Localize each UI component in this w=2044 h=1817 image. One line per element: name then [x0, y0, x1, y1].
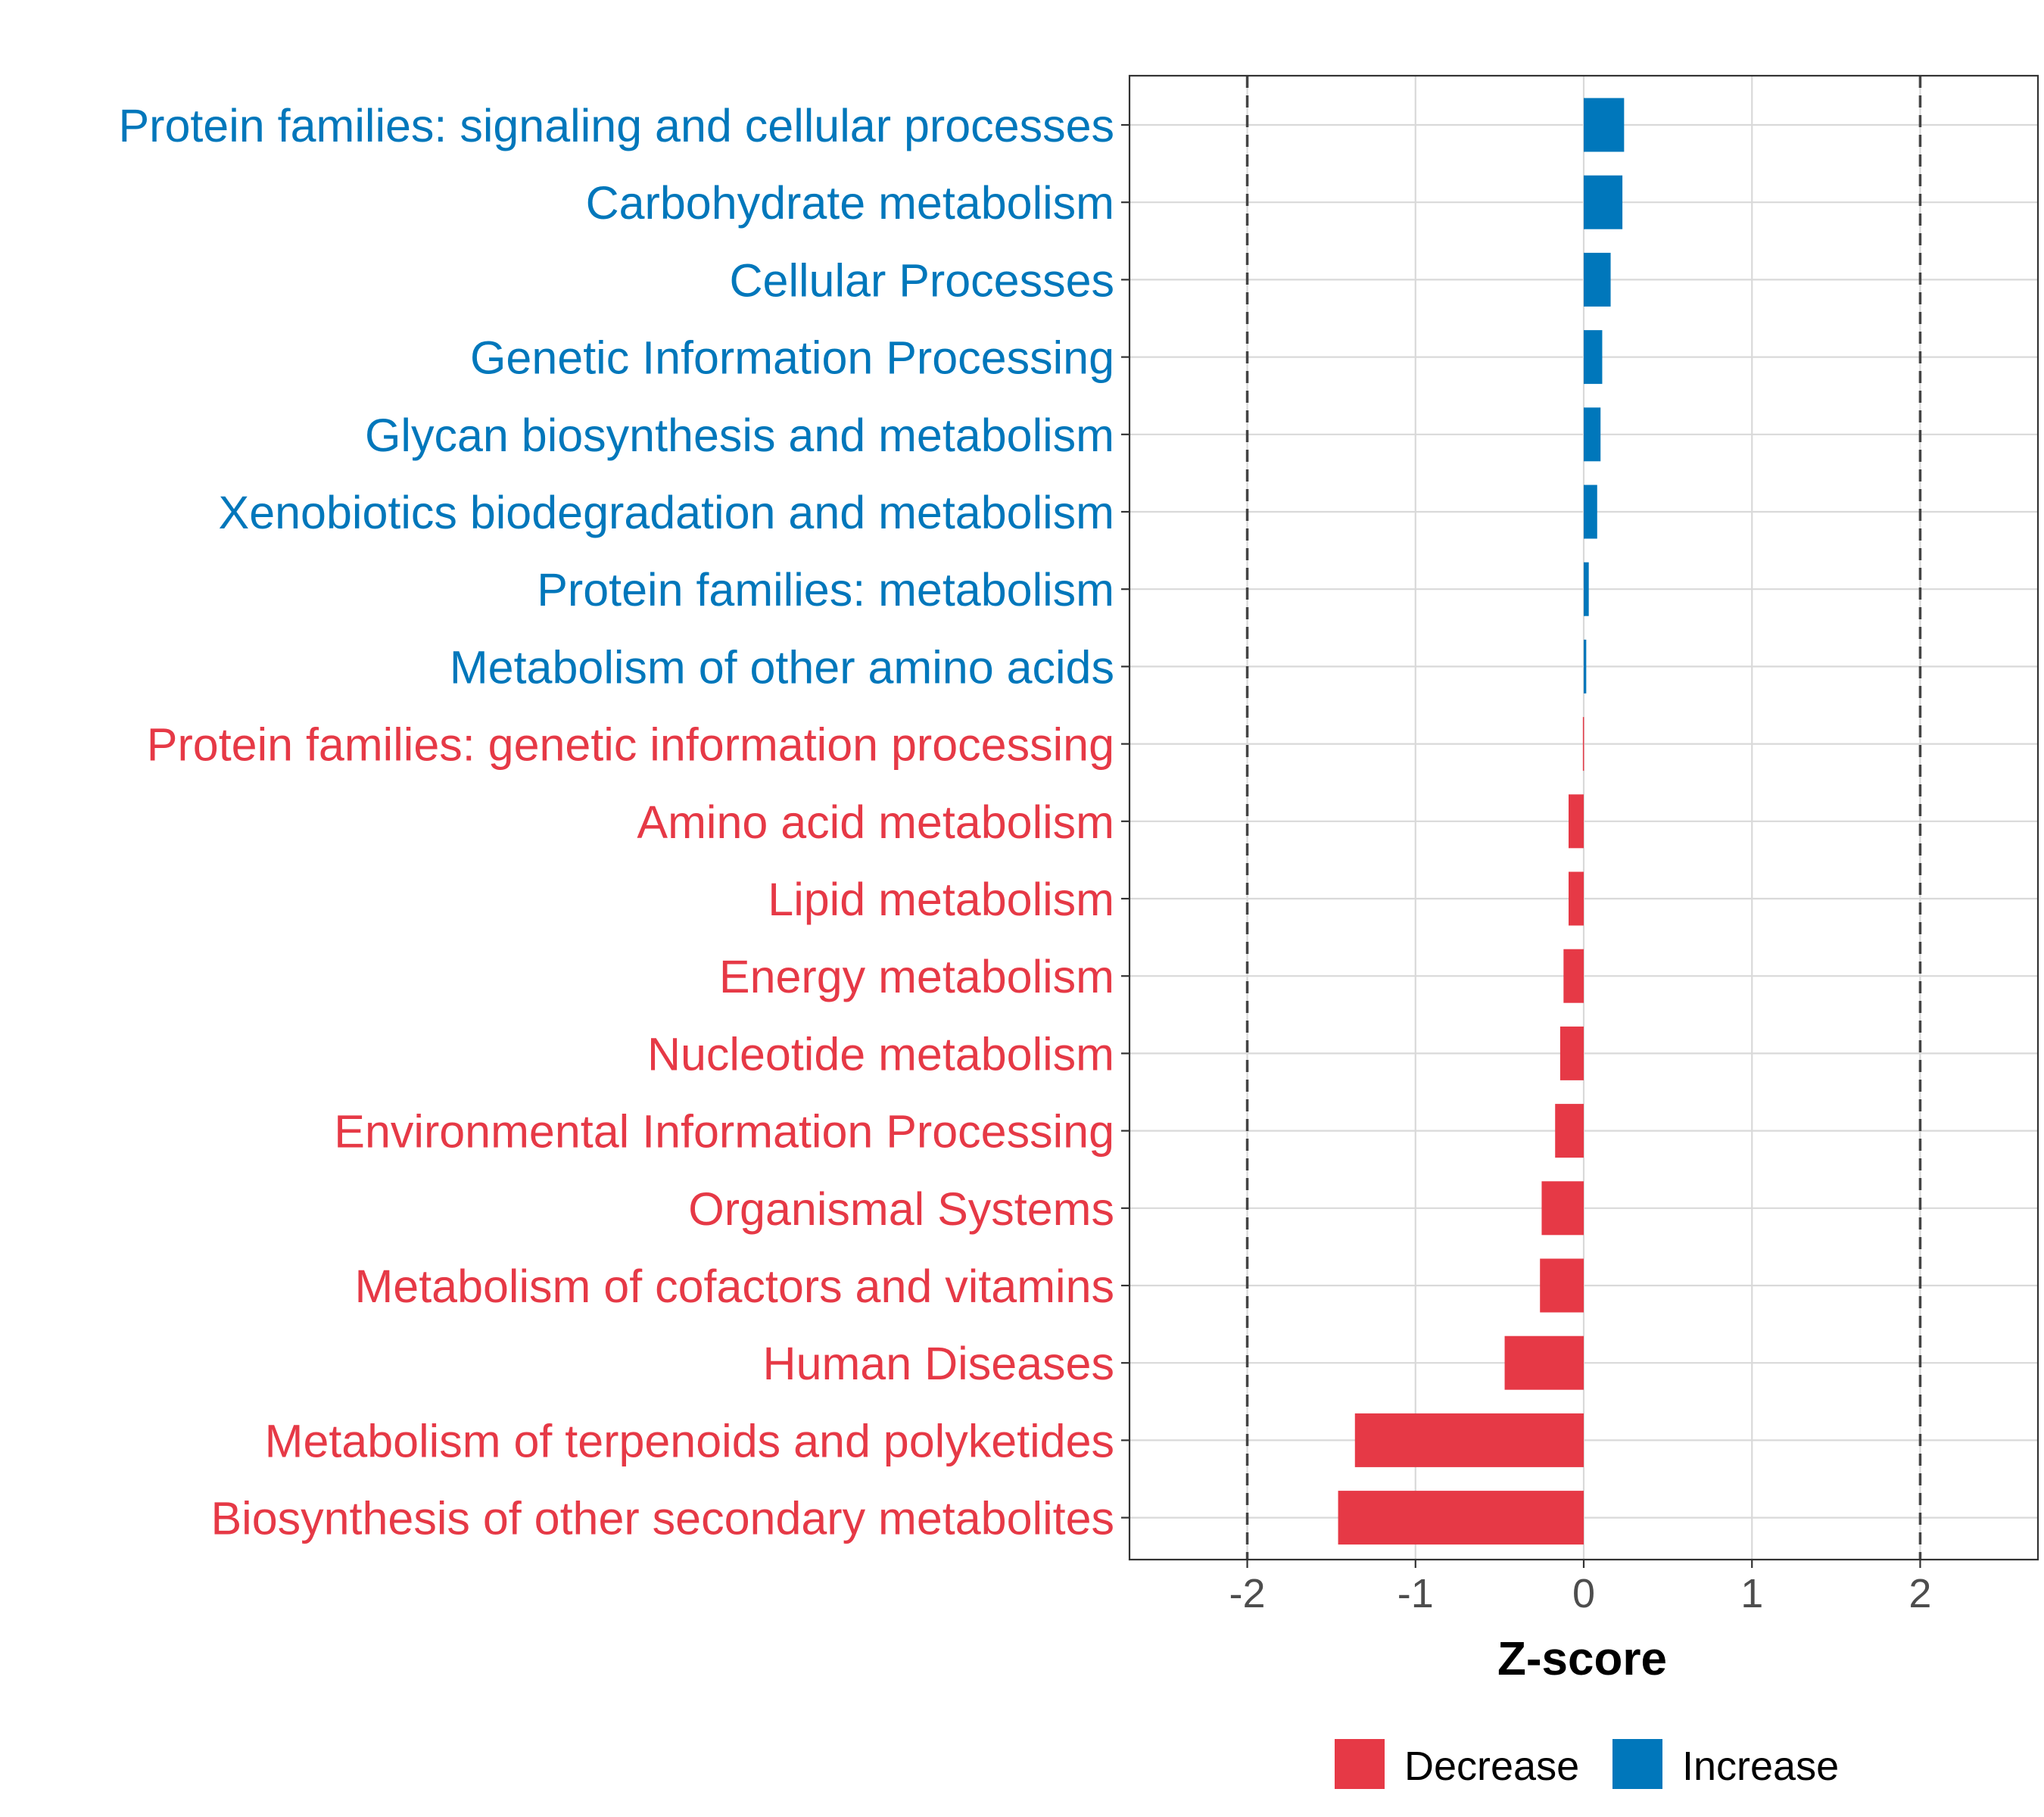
bar	[1584, 175, 1623, 229]
category-label: Human Diseases	[763, 1338, 1114, 1389]
category-label: Glycan biosynthesis and metabolism	[365, 410, 1114, 461]
category-label: Energy metabolism	[719, 951, 1114, 1002]
bar	[1563, 949, 1584, 1003]
bar	[1584, 330, 1603, 385]
bar	[1584, 252, 1611, 307]
legend-label: Increase	[1682, 1744, 1839, 1789]
bars	[1338, 98, 1625, 1545]
category-label: Carbohydrate metabolism	[586, 177, 1114, 229]
y-ticks	[1121, 123, 1129, 1519]
reference-lines	[1245, 76, 1922, 1560]
bar	[1584, 485, 1597, 539]
bar	[1354, 1413, 1584, 1467]
bar	[1569, 871, 1584, 926]
bar	[1541, 1181, 1584, 1236]
category-label: Genetic Information Processing	[470, 332, 1114, 384]
category-label: Lipid metabolism	[768, 874, 1114, 925]
category-label: Cellular Processes	[729, 254, 1114, 306]
bar	[1584, 639, 1587, 693]
category-label: Amino acid metabolism	[637, 796, 1114, 848]
bar	[1504, 1335, 1584, 1390]
bar	[1338, 1491, 1584, 1545]
x-tick-label: -2	[1229, 1571, 1266, 1616]
x-tick-label: 1	[1740, 1571, 1763, 1616]
bar	[1559, 1026, 1584, 1080]
category-label: Metabolism of terpenoids and polyketides	[265, 1415, 1114, 1466]
category-label: Protein families: metabolism	[537, 564, 1114, 616]
x-tick-label: 2	[1908, 1571, 1931, 1616]
category-label: Organismal Systems	[688, 1183, 1114, 1235]
x-tick-label: 0	[1572, 1571, 1595, 1616]
category-label: Environmental Information Processing	[334, 1106, 1114, 1158]
category-label: Metabolism of other amino acids	[450, 641, 1114, 693]
category-label: Nucleotide metabolism	[647, 1028, 1114, 1080]
bar	[1540, 1258, 1584, 1313]
bar	[1584, 562, 1589, 616]
category-labels: Protein families: signaling and cellular…	[118, 100, 1114, 1544]
legend-label: Decrease	[1404, 1744, 1579, 1789]
legend-swatch	[1612, 1739, 1662, 1789]
bar	[1584, 407, 1601, 462]
category-label: Xenobiotics biodegradation and metabolis…	[219, 487, 1114, 538]
category-label: Protein families: genetic information pr…	[147, 719, 1114, 771]
x-axis-title: Z-score	[1497, 1633, 1667, 1685]
bar	[1582, 717, 1584, 771]
bar	[1584, 98, 1625, 152]
category-label: Metabolism of cofactors and vitamins	[354, 1261, 1114, 1312]
x-tick-label: -1	[1397, 1571, 1434, 1616]
bar	[1555, 1104, 1584, 1158]
legend-swatch	[1335, 1739, 1385, 1789]
category-label: Biosynthesis of other secondary metaboli…	[210, 1493, 1114, 1544]
x-ticks: -2 -1 0 1 2	[1229, 1560, 1931, 1616]
bar	[1569, 794, 1584, 849]
legend: Decrease Increase	[1335, 1739, 1839, 1789]
category-label: Protein families: signaling and cellular…	[118, 100, 1114, 151]
